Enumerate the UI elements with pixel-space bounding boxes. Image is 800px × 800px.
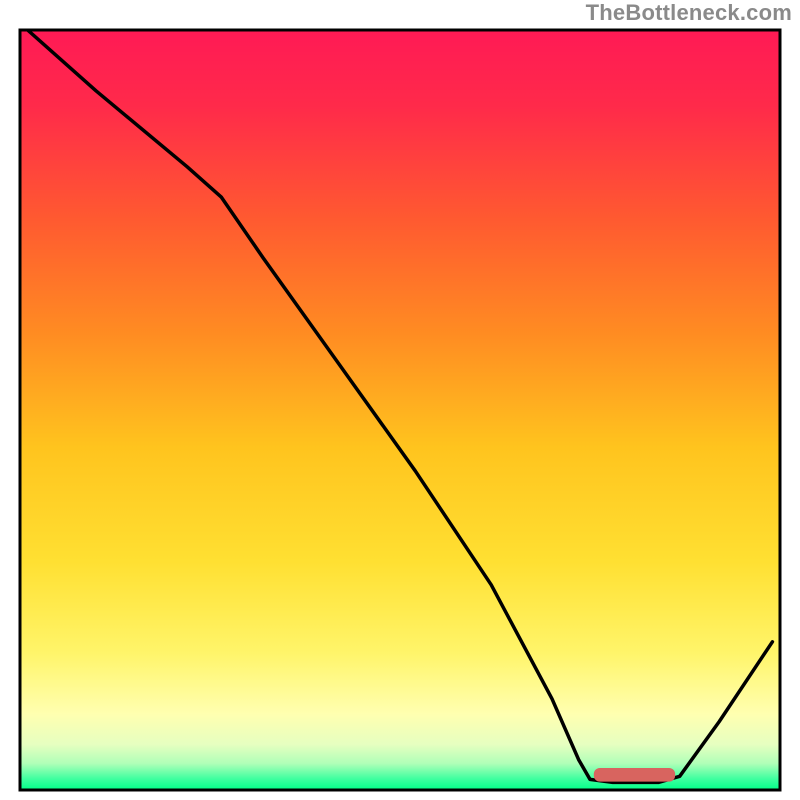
plot-background xyxy=(20,30,780,790)
plot-group xyxy=(20,30,780,790)
optimal-marker xyxy=(594,768,675,782)
chart-container: TheBottleneck.com xyxy=(0,0,800,800)
bottleneck-chart xyxy=(0,0,800,800)
